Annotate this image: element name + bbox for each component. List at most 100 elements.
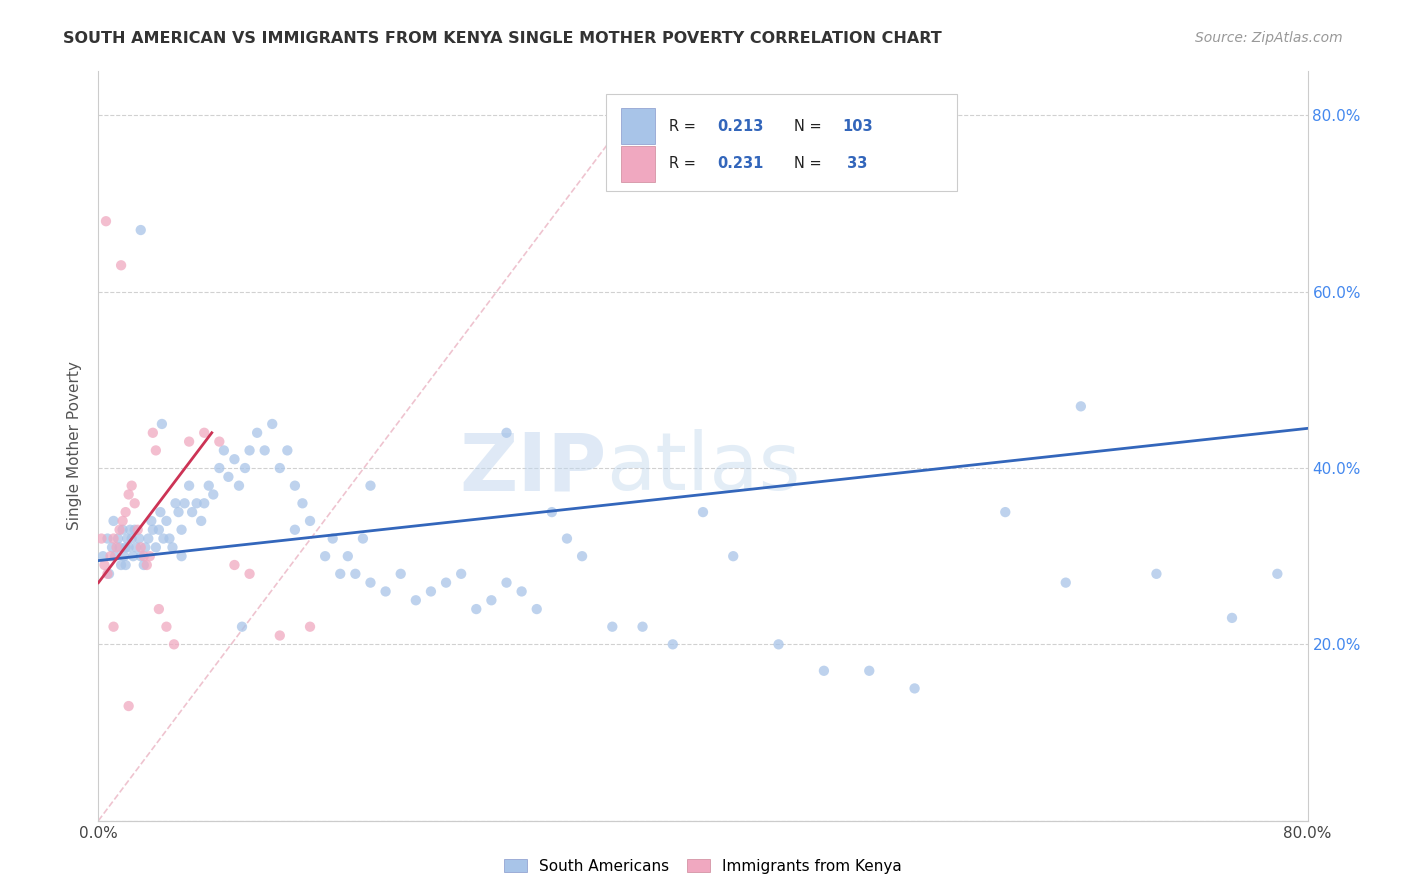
Point [111, 514, 134, 528]
Point [1054, 575, 1077, 590]
Point [269, 628, 291, 642]
Point [108, 523, 131, 537]
Point [170, 549, 193, 564]
Point [129, 549, 152, 564]
Point [104, 549, 127, 564]
Point [510, 584, 533, 599]
Point [262, 417, 284, 431]
Point [420, 584, 443, 599]
Point [114, 505, 136, 519]
Point [602, 620, 624, 634]
Point [224, 452, 246, 467]
Point [661, 637, 683, 651]
Point [1070, 400, 1092, 414]
Point [555, 532, 578, 546]
FancyBboxPatch shape [606, 94, 957, 191]
Point [136, 532, 159, 546]
FancyBboxPatch shape [621, 145, 655, 181]
Point [112, 549, 135, 564]
Point [276, 443, 298, 458]
Point [291, 496, 314, 510]
Point [96, 532, 118, 546]
Point [170, 523, 193, 537]
Point [179, 478, 201, 492]
Point [165, 496, 187, 510]
Text: N =: N = [793, 156, 825, 171]
Point [344, 566, 367, 581]
Point [495, 425, 517, 440]
Point [212, 443, 235, 458]
Point [224, 558, 246, 572]
Text: atlas: atlas [606, 429, 800, 508]
Point [98, 566, 121, 581]
Text: R =: R = [669, 119, 700, 134]
Point [128, 532, 150, 546]
Point [197, 478, 219, 492]
Point [239, 566, 262, 581]
Point [91, 549, 114, 564]
Point [121, 532, 143, 546]
Point [228, 478, 250, 492]
Point [314, 549, 336, 564]
Point [118, 699, 141, 714]
Point [114, 558, 136, 572]
Point [1144, 566, 1167, 581]
Text: 0.213: 0.213 [717, 119, 763, 134]
Point [155, 514, 177, 528]
Text: R =: R = [669, 156, 700, 171]
Point [148, 523, 170, 537]
Point [631, 620, 654, 634]
Point [813, 664, 835, 678]
Point [139, 549, 162, 564]
Point [100, 549, 122, 564]
FancyBboxPatch shape [621, 108, 655, 144]
Point [994, 505, 1017, 519]
Point [129, 541, 152, 555]
Point [93, 558, 115, 572]
Point [481, 593, 503, 607]
Point [120, 523, 142, 537]
Point [405, 593, 427, 607]
Point [129, 223, 152, 237]
Point [150, 417, 173, 431]
Point [107, 532, 129, 546]
Point [360, 478, 382, 492]
Point [141, 514, 163, 528]
Point [108, 541, 131, 555]
Point [186, 496, 208, 510]
Point [103, 532, 125, 546]
Point [145, 443, 167, 458]
Point [162, 541, 184, 555]
Point [179, 434, 201, 449]
Point [299, 620, 322, 634]
Point [352, 532, 374, 546]
Point [1267, 566, 1289, 581]
Point [135, 558, 157, 572]
Text: 103: 103 [842, 119, 873, 134]
Point [217, 470, 239, 484]
Point [269, 461, 291, 475]
Point [124, 523, 146, 537]
Point [111, 523, 134, 537]
Point [465, 602, 488, 616]
Point [124, 496, 146, 510]
Point [571, 549, 593, 564]
Point [122, 549, 145, 564]
Point [858, 664, 880, 678]
Point [167, 505, 190, 519]
Text: 0.231: 0.231 [717, 156, 763, 171]
Point [103, 514, 125, 528]
Text: 33: 33 [842, 156, 868, 171]
Point [208, 434, 231, 449]
Point [329, 566, 352, 581]
Point [134, 541, 156, 555]
Point [322, 532, 344, 546]
Point [208, 461, 231, 475]
Point [336, 549, 359, 564]
Point [121, 478, 143, 492]
Point [110, 258, 132, 272]
Point [125, 541, 148, 555]
Point [115, 532, 138, 546]
Point [90, 532, 112, 546]
Point [149, 505, 172, 519]
